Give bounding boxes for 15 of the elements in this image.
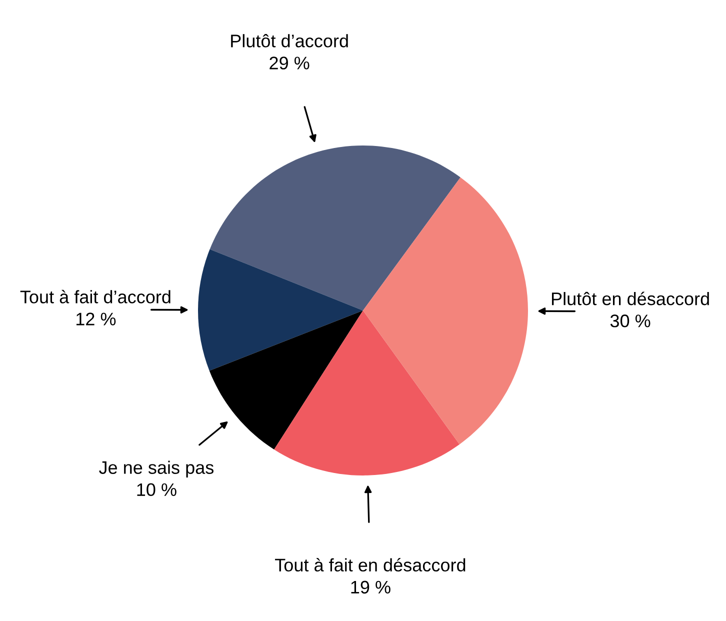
slice-label: Plutôt en désaccord [552,292,709,306]
pie-slice [198,249,363,371]
pie-slice [209,310,363,450]
slice-label: Plutôt d’accord [231,34,348,48]
slice-label: Tout à fait d’accord [20,290,170,304]
slice-label: Tout à fait en désaccord [275,558,466,572]
slice-label: Je ne sais pas [99,460,214,478]
data-label: 29 % [270,56,310,70]
data-label: 19 % [351,580,390,594]
pie-slice [274,310,460,476]
data-label: 30 % [610,314,650,328]
data-label: 12 % [76,312,116,326]
pie-slice [210,146,460,310]
data-label: 10 % [137,483,176,496]
pie-slice [363,177,528,444]
